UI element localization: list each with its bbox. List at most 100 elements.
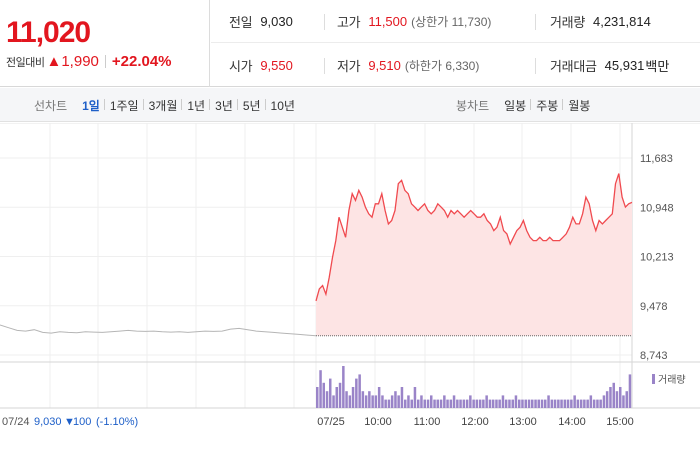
volume-bar (332, 395, 335, 408)
stats-row-1: 전일 9,030 고가 11,500 (상한가 11,730) 거래량 4,23… (211, 0, 700, 43)
tab-line-period-1[interactable]: 1주일 (103, 97, 144, 114)
volume-bar (566, 399, 570, 408)
tab-candle-period-2[interactable]: 월봉 (562, 97, 595, 114)
prev-day-change: 100 (73, 416, 91, 428)
volume-bar (443, 395, 446, 408)
stat-value: 4,231,814 (592, 14, 651, 29)
candle-chart-tabs: 봉차트 일봉 주봉 월봉 (456, 88, 595, 122)
volume-bar (482, 399, 485, 408)
stat-sub: (상한가 11,730) (411, 15, 492, 29)
volume-bar (557, 399, 560, 408)
volume-bar (456, 399, 459, 408)
stat-low: 저가 9,510 (하한가 6,330) (337, 44, 479, 87)
change-value: 1,990 (61, 53, 99, 70)
volume-bar (368, 391, 371, 408)
tab-line-period-6[interactable]: 10년 (264, 97, 300, 114)
stat-prev-close: 전일 9,030 (229, 0, 293, 43)
volume-bar (570, 399, 573, 408)
volume-bar (550, 399, 554, 408)
x-axis: 07/25 10:00 11:00 12:00 13:00 14:00 15:00 07/24… (2, 416, 634, 428)
volume-bar (488, 399, 492, 408)
stat-value: 9,510 (368, 58, 401, 73)
volume-bar (592, 399, 596, 408)
volume-bar (374, 395, 378, 408)
volume-bar (596, 399, 599, 408)
stat-label: 거래대금 (550, 59, 597, 74)
volume-bar (413, 387, 417, 408)
candle-chart-label: 봉차트 (456, 98, 490, 113)
volume-bar (537, 399, 540, 408)
volume-bar (390, 395, 394, 408)
volume-bar (544, 399, 547, 408)
volume-bar (472, 399, 475, 408)
stat-open: 시가 9,550 (229, 44, 293, 87)
volume-bar (387, 399, 391, 408)
volume-bar (325, 391, 329, 408)
today-series (315, 173, 633, 337)
volume-bar (501, 395, 505, 408)
volume-bar (475, 399, 479, 408)
prev-day-arrow-icon: ▼ (64, 416, 75, 428)
stat-label: 고가 (337, 15, 361, 30)
y-tick-label: 10,213 (640, 252, 674, 264)
volume-bar (495, 399, 498, 408)
divider (324, 14, 325, 30)
tab-candle-period-0[interactable]: 일봉 (504, 98, 527, 113)
volume-bar (609, 387, 612, 408)
volume-bar (619, 387, 622, 408)
volume-bar (579, 399, 583, 408)
volume-bar (351, 387, 355, 408)
tab-line-period-4[interactable]: 3년 (209, 97, 238, 114)
volume-bar (599, 399, 602, 408)
change-divider (104, 55, 106, 68)
price-chart[interactable]: 11,683 10,948 10,213 9,478 8,743 거래량 07/25 10… (0, 123, 700, 450)
volume-bar (469, 395, 472, 408)
tab-candle-period-1[interactable]: 주봉 (530, 97, 563, 114)
volume-bar (430, 395, 433, 408)
tab-line-period-3[interactable]: 1년 (181, 97, 210, 114)
volume-bar (400, 387, 404, 408)
x-tick-label: 15:00 (606, 416, 634, 428)
volume-bar (417, 399, 420, 408)
volume-bar (498, 399, 501, 408)
line-chart-tabs: 선차트 1일 1주일 3개월 1년 3년 5년 10년 (34, 88, 300, 122)
volume-bar (527, 399, 531, 408)
volume-bar (504, 399, 508, 408)
y-tick-label: 8,743 (640, 350, 668, 362)
today-line (315, 173, 633, 302)
stat-trade-value: 거래대금 45,931 백만 (550, 44, 669, 87)
volume-bar (531, 399, 534, 408)
volume-legend-swatch (652, 374, 655, 384)
tab-line-period-5[interactable]: 5년 (236, 97, 266, 114)
y-axis: 11,683 10,948 10,213 9,478 8,743 (640, 153, 674, 362)
volume-bar (485, 395, 488, 408)
volume-bar (436, 399, 439, 408)
volume-bar (615, 391, 619, 408)
tab-line-period-0[interactable]: 1일 (82, 98, 100, 113)
volume-bar (423, 399, 426, 408)
volume-bar (397, 395, 400, 408)
volume-bar (583, 399, 586, 408)
volume-bar (420, 395, 423, 408)
stat-label: 시가 (229, 59, 253, 74)
volume-bar (521, 399, 524, 408)
change-label: 전일대비 (6, 56, 45, 69)
volume-bar (404, 399, 407, 408)
volume-bar (547, 395, 550, 408)
volume-bar (407, 395, 410, 408)
tab-line-period-2[interactable]: 3개월 (142, 97, 183, 114)
volume-bar (553, 399, 557, 408)
volume-bar (446, 399, 449, 408)
volume-bar (410, 399, 413, 408)
stat-value: 9,030 (260, 14, 293, 29)
divider (324, 58, 325, 74)
today-area (316, 173, 632, 336)
volume-legend-label: 거래량 (658, 374, 686, 386)
volume-bar (491, 399, 495, 408)
volume-bar (322, 382, 325, 408)
x-tick-label: 07/25 (317, 416, 345, 428)
divider (535, 58, 536, 74)
volume-bar (449, 399, 453, 408)
chart-period-tabbar: 선차트 1일 1주일 3개월 1년 3년 5년 10년 봉차트 일봉 주봉 월봉 (0, 88, 700, 122)
volume-bar (524, 399, 527, 408)
